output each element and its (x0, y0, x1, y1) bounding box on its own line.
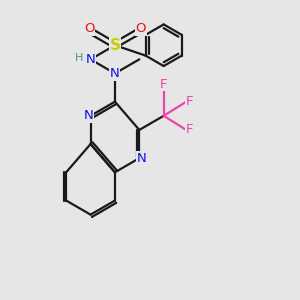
Text: N: N (86, 53, 95, 66)
Text: F: F (186, 95, 194, 108)
Text: N: N (137, 152, 147, 165)
Text: N: N (110, 67, 120, 80)
Text: F: F (186, 123, 194, 136)
Text: H: H (75, 53, 83, 63)
Text: F: F (160, 77, 167, 91)
Text: O: O (136, 22, 146, 35)
Text: O: O (84, 22, 94, 35)
Text: S: S (110, 38, 120, 53)
Text: N: N (83, 109, 93, 122)
